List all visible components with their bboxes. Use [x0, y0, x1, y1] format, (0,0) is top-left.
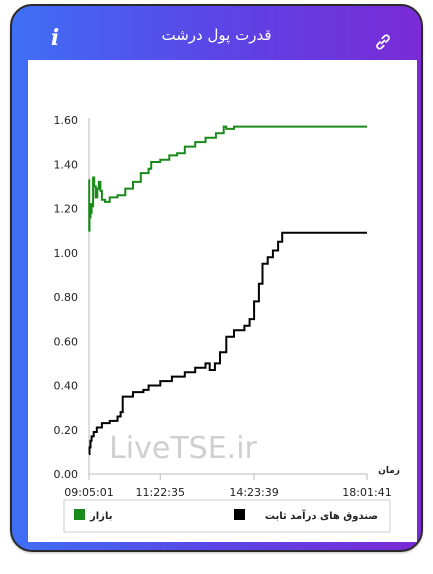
y-tick-label: 1.40	[54, 158, 79, 171]
y-tick-label: 0.20	[54, 424, 79, 437]
line-chart: LiveTSE.ir 0.00 0.20 0.40 0.60 0.80 1.00 1.20 1…	[54, 114, 400, 533]
chart-card: i قدرت پول درشت LiveTSE.ir 0.00 0.20 0.40 0…	[10, 4, 423, 552]
legend-swatch-1	[74, 509, 85, 520]
x-axis-title: زمان	[378, 466, 400, 476]
chart-panel: LiveTSE.ir 0.00 0.20 0.40 0.60 0.80 1.00 1.20 1…	[28, 60, 417, 542]
legend-swatch-2	[234, 509, 245, 520]
y-tick-label: 1.00	[54, 247, 79, 260]
y-tick-label: 0.40	[54, 380, 79, 393]
x-tick-label: 14:23:39	[229, 486, 278, 499]
x-tick-label: 18:01:41	[342, 486, 391, 499]
legend-label-1: بازار	[89, 511, 112, 522]
info-icon[interactable]: i	[50, 25, 60, 51]
legend-box	[63, 499, 391, 533]
series-line-2	[88, 231, 367, 456]
y-tick-label: 1.20	[54, 203, 79, 216]
x-tick-label: 09:05:01	[64, 486, 113, 499]
y-tick-label: 1.60	[54, 114, 79, 127]
x-tick-label: 11:22:35	[136, 486, 185, 499]
y-tick-label: 0.00	[54, 468, 79, 481]
link-icon[interactable]	[374, 33, 392, 51]
y-tick-label: 0.80	[54, 291, 79, 304]
series-line-1	[88, 125, 367, 232]
card-header: i قدرت پول درشت	[12, 6, 421, 54]
legend-label-2: صندوق های درآمد ثابت	[265, 509, 378, 522]
card-title: قدرت پول درشت	[161, 26, 272, 44]
watermark-text: LiveTSE.ir	[109, 431, 257, 466]
y-tick-label: 0.60	[54, 335, 79, 348]
